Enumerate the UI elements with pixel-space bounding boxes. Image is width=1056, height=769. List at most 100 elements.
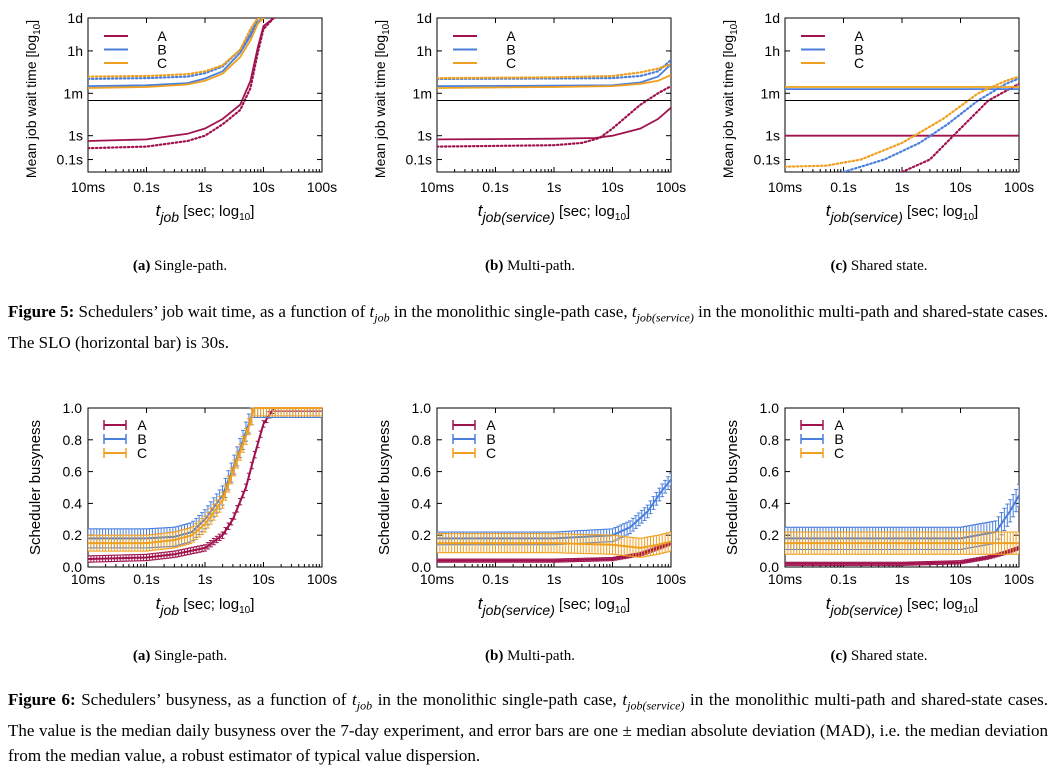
fig5a-ylabel-main: Mean job wait time [log xyxy=(23,35,39,178)
fig5b-ylabel-main: Mean job wait time [log xyxy=(372,35,388,178)
fig6a-ytick-label: 0.6 xyxy=(63,464,83,480)
fig6b-xtick-label: 10ms xyxy=(420,571,454,587)
fig6a-legend-label-B: B xyxy=(137,431,146,447)
fig5c-xlabel-rest-sub: 10 xyxy=(963,212,975,223)
fig6c-subtext: Shared state. xyxy=(850,648,928,664)
fig6b-xtick-label: 100s xyxy=(656,571,686,587)
fig5b-xtick-label: 100s xyxy=(656,179,686,195)
fig5a-xtick-label: 0.1s xyxy=(133,179,159,195)
fig6c-legend-label-A: A xyxy=(834,417,844,433)
figure6-caption: Figure 6: Schedulers’ busyness, as a fun… xyxy=(8,687,1048,768)
fig5c-ytick-label: 1m xyxy=(761,85,780,101)
figure5-caption-t2: t xyxy=(631,302,637,321)
fig5a-ytick-label: 1m xyxy=(64,85,83,101)
fig5b-sublabel: (b) xyxy=(484,258,504,274)
fig6b-series-C xyxy=(437,540,671,549)
fig5c-xlabel: tjob(service) [sec; log10] xyxy=(826,201,978,225)
fig5a-xlabel-rest-sub: 10 xyxy=(239,212,251,223)
fig6c-ytick-label: 0.6 xyxy=(760,464,780,480)
figure6-caption-t2-sub: job(service) xyxy=(627,698,685,713)
fig6b-xlabel-rest: [sec; log xyxy=(555,596,615,613)
fig6b-sublabel: (b) xyxy=(484,648,504,664)
fig5a-xlabel-sub: job xyxy=(158,209,179,225)
fig6c-xlabel-close: ] xyxy=(974,596,978,613)
fig5a-series-A-solid xyxy=(88,18,275,142)
fig5c-xtick-label: 0.1s xyxy=(830,179,856,195)
fig6c-xtick-label: 10ms xyxy=(768,571,802,587)
figure6-caption-part3: in the monolithic multi-path and shared-… xyxy=(8,690,1048,766)
figure5-caption: Figure 5: Schedulers’ job wait time, as … xyxy=(8,299,1048,355)
fig6c-xlabel-rest: [sec; log xyxy=(903,596,963,613)
figure5-caption-t1: t xyxy=(369,302,375,321)
fig6a-ytick-label: 0.4 xyxy=(63,495,83,511)
fig5c-xlabel-sub: job(service) xyxy=(829,209,903,225)
fig5c-ylabel-main: Mean job wait time [log xyxy=(720,35,736,178)
fig5c-subcaption: (c) Shared state. xyxy=(729,258,1029,275)
fig6c-ytick-label: 0.8 xyxy=(760,432,780,448)
fig5b-series-B-dotted xyxy=(437,58,671,81)
fig5a-ylabel: Mean job wait time [log10] xyxy=(23,20,43,178)
fig6b-xlabel-rest-sub: 10 xyxy=(615,605,627,616)
fig5a-ytick-label: 1s xyxy=(68,128,83,144)
fig6c-xlabel: tjob(service) [sec; log10] xyxy=(826,594,978,618)
fig6a-xlabel-sub: job xyxy=(158,602,179,618)
fig5c-ytick-label: 0.1s xyxy=(754,152,780,168)
fig6b-series-B xyxy=(437,478,671,540)
fig5a-xtick-label: 10s xyxy=(252,179,275,195)
fig6b-series-C-group xyxy=(437,531,671,558)
fig6a-legend-label-A: A xyxy=(137,417,147,433)
fig6a-ytick-label: 0.2 xyxy=(63,527,83,543)
fig6c-xlabel-t: t xyxy=(826,594,832,613)
fig5c-xtick-label: 100s xyxy=(1004,179,1034,195)
fig6a-legend-label-C: C xyxy=(137,445,147,461)
fig5a-legend-label-B: B xyxy=(157,42,166,58)
fig5c-series-A-dotted xyxy=(900,82,1019,172)
fig5c-ytick-label: 1d xyxy=(764,10,780,26)
fig6c-ytick-label: 0.0 xyxy=(760,559,780,575)
fig6c-sublabel: (c) xyxy=(830,648,848,664)
fig5b-series-B-solid xyxy=(437,63,671,87)
fig6a-ytick-label: 0.8 xyxy=(63,432,83,448)
fig6a-ytick-label: 1.0 xyxy=(63,400,83,416)
fig5c-ytick-label: 1s xyxy=(765,128,780,144)
fig6c-xtick-label: 1s xyxy=(895,571,910,587)
fig5a-ytick-label: 1h xyxy=(67,43,83,59)
fig5b-subtext: Multi-path. xyxy=(507,258,575,274)
fig5a-sublabel: (a) xyxy=(132,258,151,274)
fig6a-xlabel-t: t xyxy=(156,594,162,613)
fig6c-xlabel-sub: job(service) xyxy=(829,602,903,618)
fig6b-xlabel-close: ] xyxy=(626,596,630,613)
fig5c-subtext: Shared state. xyxy=(850,258,928,274)
figure6-caption-t1: t xyxy=(352,690,357,709)
fig6c-subcaption: (c) Shared state. xyxy=(729,648,1029,665)
figure6-caption-t1-sub: job xyxy=(356,698,373,713)
fig6a-xlabel-rest-sub: 10 xyxy=(239,605,251,616)
fig6b-xlabel-t: t xyxy=(478,594,484,613)
fig5a-series-A-dotted xyxy=(88,18,275,150)
fig5c-xlabel-close: ] xyxy=(974,203,978,220)
figure5-caption-t2-sub: job(service) xyxy=(636,310,694,325)
figure6-caption-label: Figure 6: xyxy=(8,690,76,709)
fig6c-legend-label-C: C xyxy=(834,445,844,461)
fig6c-series-C-group xyxy=(785,531,1019,555)
fig6a-series-C xyxy=(88,407,322,545)
fig5b-xtick-label: 10s xyxy=(601,179,624,195)
fig5a-ytick-label: 0.1s xyxy=(57,152,83,168)
fig5c-xtick-label: 10s xyxy=(949,179,972,195)
fig5b-legend-label-C: C xyxy=(506,55,516,71)
fig5c-legend-label-B: B xyxy=(854,42,863,58)
fig5a-xlabel-close: ] xyxy=(250,203,254,220)
fig5c-xlabel-rest: [sec; log xyxy=(903,203,963,220)
fig5b-ylabel: Mean job wait time [log10] xyxy=(372,20,392,178)
fig5b-ytick-label: 1s xyxy=(417,128,432,144)
fig6a-series-A xyxy=(88,407,322,560)
fig6b-xlabel: tjob(service) [sec; log10] xyxy=(478,594,630,618)
fig5a-ytick-label: 1d xyxy=(67,10,83,26)
fig6b-ytick-label: 0.2 xyxy=(412,527,432,543)
fig5c-series-B-dotted xyxy=(842,77,1019,172)
fig5b-series-A-dotted xyxy=(437,84,671,148)
fig6c-xtick-label: 0.1s xyxy=(830,571,856,587)
fig5c-sublabel: (c) xyxy=(830,258,848,274)
fig6c-series-A xyxy=(785,546,1019,565)
fig5b-xlabel-close: ] xyxy=(626,203,630,220)
